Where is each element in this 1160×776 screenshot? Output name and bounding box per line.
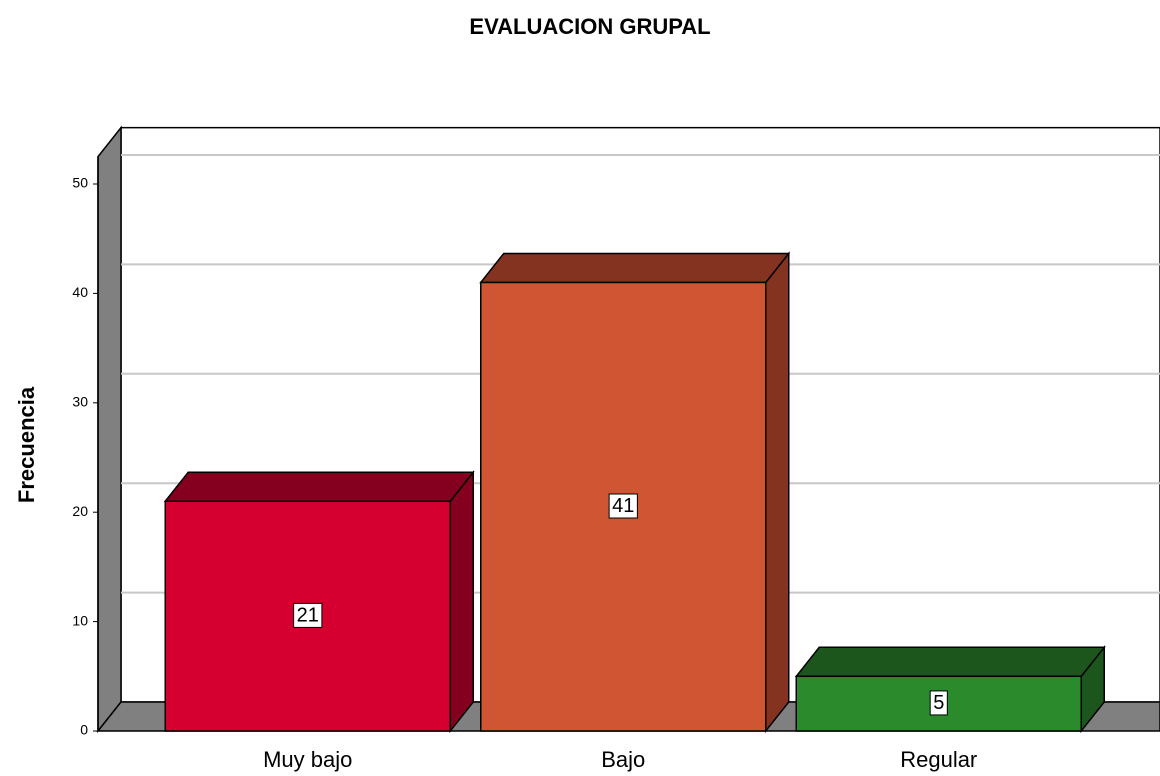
- bar: [794, 645, 1106, 734]
- value-label: 21: [297, 604, 319, 626]
- bar-top: [163, 471, 475, 503]
- y-tick-label: 20: [72, 503, 88, 519]
- y-tick-label: 50: [72, 175, 88, 191]
- value-label: 5: [933, 692, 944, 714]
- value-label-box: [608, 493, 638, 519]
- chart-title: EVALUACION GRUPAL: [469, 14, 710, 39]
- bar-top: [794, 646, 1106, 678]
- x-tick-label: Regular: [900, 747, 977, 772]
- y-tick-label: 30: [72, 394, 88, 410]
- bar-side: [449, 470, 474, 734]
- bar-top: [479, 252, 791, 284]
- y-axis-label: Frecuencia: [14, 386, 39, 503]
- value-label-box: [929, 690, 948, 716]
- y-tick-label: 40: [72, 284, 88, 300]
- x-tick-label: Muy bajo: [263, 747, 352, 772]
- y-tick-label: 10: [72, 612, 88, 628]
- x-tick-label: Bajo: [601, 747, 645, 772]
- bar-side: [765, 251, 790, 734]
- bar: [479, 251, 791, 734]
- value-label: 41: [612, 495, 634, 517]
- value-label-box: [293, 602, 323, 628]
- left-wall: [97, 125, 122, 734]
- bar: [163, 470, 475, 734]
- y-tick-label: 0: [80, 722, 88, 738]
